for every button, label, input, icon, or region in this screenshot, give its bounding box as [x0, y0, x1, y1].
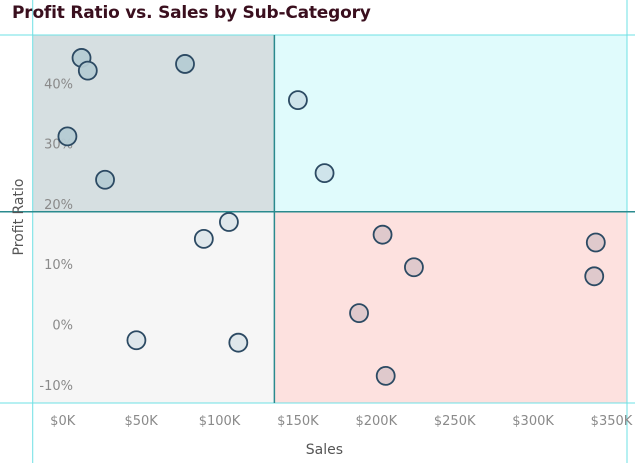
data-point	[175, 54, 195, 74]
quadrant-top-left	[32, 35, 275, 212]
x-axis-title: Sales	[306, 442, 343, 458]
quadrant-top-right	[274, 35, 627, 212]
y-tick-label: 40%	[44, 77, 73, 92]
data-point	[193, 229, 214, 249]
data-point	[584, 266, 605, 287]
x-tick-label: $50K	[124, 414, 158, 429]
data-point	[219, 212, 239, 232]
quadrant-bottom-right	[274, 211, 627, 403]
x-tick-label: $200K	[355, 414, 397, 429]
chart-title: Profit Ratio vs. Sales by Sub-Category	[12, 3, 371, 23]
x-tick-label: $150K	[277, 414, 319, 429]
y-tick-label: 10%	[44, 258, 73, 273]
x-tick-label: $350K	[591, 414, 633, 429]
data-point	[375, 365, 396, 386]
data-point	[349, 303, 369, 324]
y-axis-title: Profit Ratio	[11, 179, 27, 256]
data-point	[314, 163, 335, 184]
y-tick-label: -10%	[39, 379, 73, 394]
x-tick-label: $100K	[199, 414, 241, 429]
data-point	[585, 232, 606, 253]
y-tick-label: 20%	[44, 198, 73, 213]
x-tick-label: $300K	[512, 414, 554, 429]
data-point	[57, 126, 78, 147]
data-point	[77, 60, 98, 81]
data-point	[288, 90, 308, 111]
data-point	[404, 257, 424, 278]
data-point	[95, 169, 115, 190]
data-point	[228, 332, 249, 353]
data-point	[372, 224, 393, 245]
x-tick-label: $250K	[434, 414, 476, 429]
x-tick-label: $0K	[50, 414, 76, 429]
quadrant-bottom-left	[32, 211, 275, 403]
data-point	[126, 330, 147, 351]
y-tick-label: 0%	[52, 319, 73, 334]
